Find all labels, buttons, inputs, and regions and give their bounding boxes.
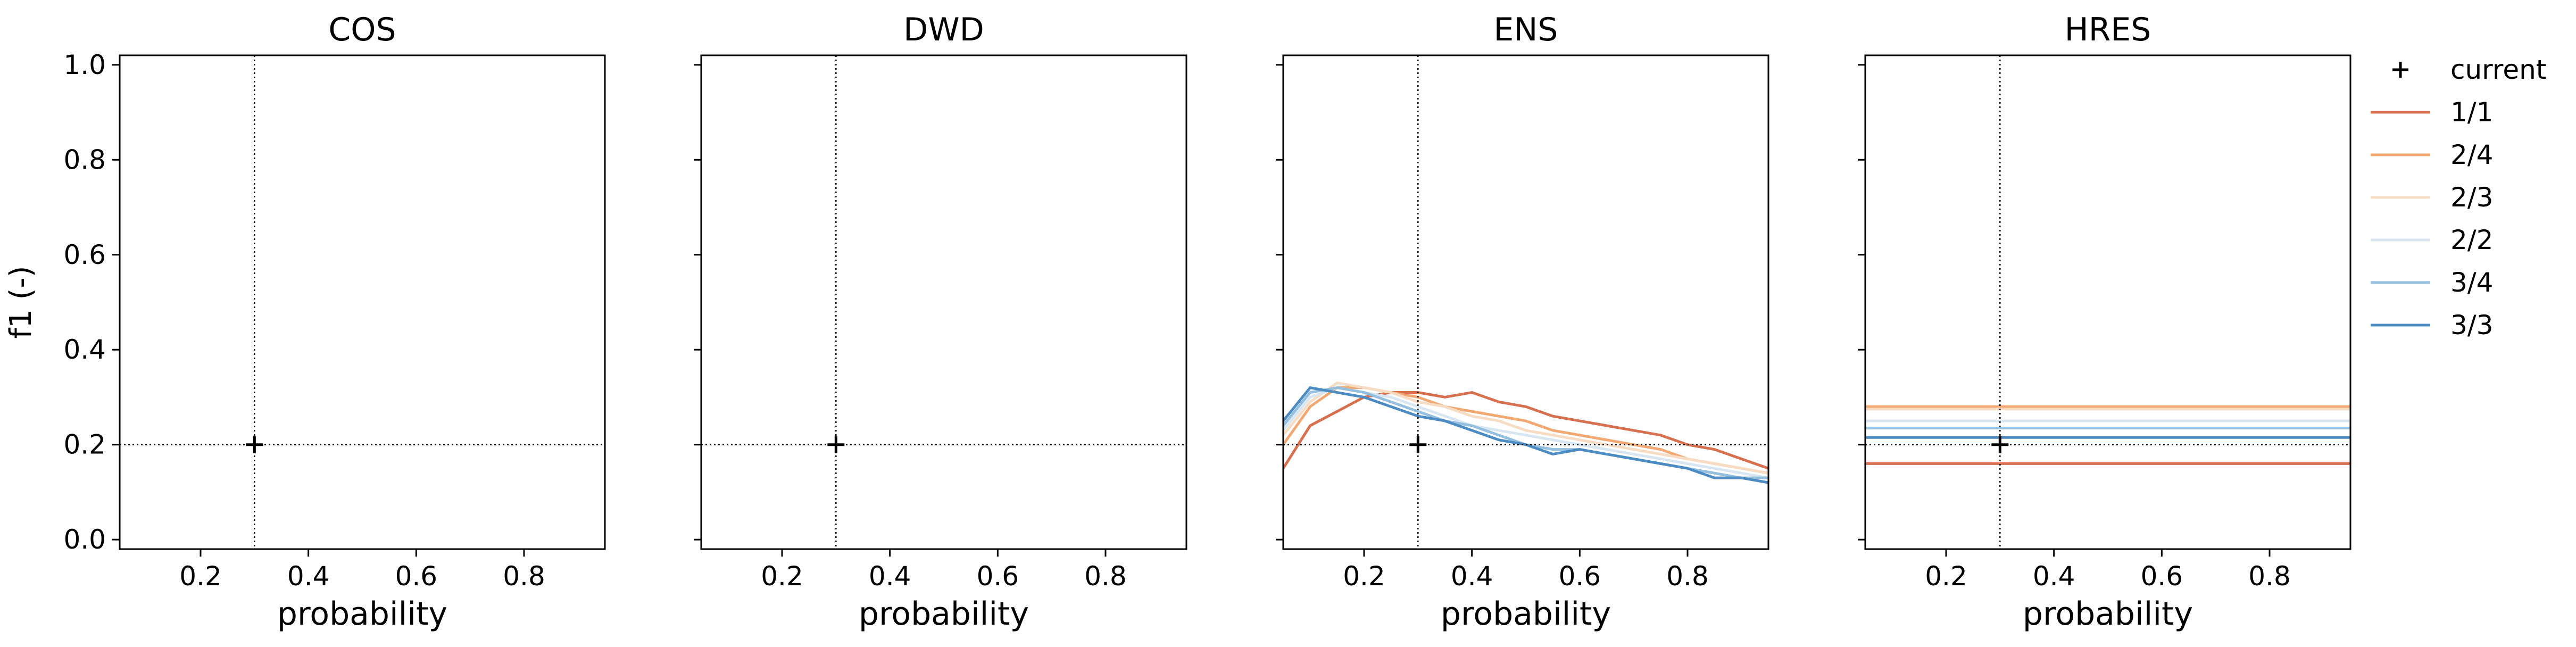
panel-frame <box>1864 54 2351 550</box>
panel-title: COS <box>328 11 396 48</box>
legend-label: 3/3 <box>2450 310 2493 341</box>
series-group <box>1865 405 2350 465</box>
x-tick-label: 0.8 <box>1666 561 1709 592</box>
panel-ens: ENS 0.2 0.4 0.6 0.8 probability <box>1276 11 1769 633</box>
panel-cos: COS 0.2 0.4 0.6 0.8 probability 0.0 0.2 0.4 0.6 0.… <box>63 11 606 633</box>
plot-layer: COS 0.2 0.4 0.6 0.8 probability 0.0 0.2 0.4 0.6 0.… <box>63 11 2351 633</box>
legend-label: 3/4 <box>2450 267 2493 298</box>
series-group <box>1283 381 1768 484</box>
legend-label: current <box>2450 54 2546 85</box>
x-tick-label: 0.4 <box>869 561 911 592</box>
x-tick-label: 0.8 <box>503 561 545 592</box>
x-axis-label: probability <box>277 595 447 633</box>
legend-label: 2/3 <box>2450 182 2493 213</box>
current-marker <box>827 436 845 453</box>
legend-label: 2/2 <box>2450 225 2493 255</box>
x-tick-label: 0.6 <box>395 561 438 592</box>
y-tick-label: 0.4 <box>63 334 106 365</box>
panel-hres: HRES 0.2 0.4 0.6 0.8 probability <box>1858 11 2351 633</box>
legend-item-3-3: 3/3 <box>2371 310 2493 341</box>
x-tick-label: 0.4 <box>2033 561 2075 592</box>
x-tick-label: 0.2 <box>761 561 803 592</box>
x-axis-label: probability <box>2023 595 2193 633</box>
panel-title: HRES <box>2065 11 2151 48</box>
legend-item-2-2: 2/2 <box>2371 225 2493 255</box>
legend-item-2-4: 2/4 <box>2371 139 2493 170</box>
panel-frame <box>1282 54 1769 550</box>
x-tick-label: 0.4 <box>287 561 330 592</box>
y-tick-label: 0.0 <box>63 524 106 555</box>
y-tick-label: 0.2 <box>63 429 106 460</box>
x-tick-label: 0.6 <box>1559 561 1601 592</box>
legend-label: 2/4 <box>2450 139 2493 170</box>
current-marker <box>1409 436 1427 453</box>
panel-title: DWD <box>903 11 984 48</box>
x-tick-label: 0.6 <box>2141 561 2183 592</box>
panel-frame <box>700 54 1187 550</box>
panel-dwd: DWD 0.2 0.4 0.6 0.8 probability <box>694 11 1187 633</box>
x-tick-label: 0.4 <box>1451 561 1493 592</box>
panel-frame <box>119 54 606 550</box>
panel-title: ENS <box>1494 11 1558 48</box>
y-tick-label: 0.8 <box>63 144 106 175</box>
legend-label: 1/1 <box>2450 97 2493 128</box>
legend: current 1/1 2/4 2/3 2/2 3/4 3/3 <box>2371 54 2546 341</box>
legend-item-current: current <box>2392 54 2546 85</box>
legend-item-2-3: 2/3 <box>2371 182 2493 213</box>
x-tick-label: 0.8 <box>1084 561 1127 592</box>
x-axis-label: probability <box>859 595 1029 633</box>
current-marker <box>246 436 263 453</box>
y-tick-label: 1.0 <box>63 49 106 80</box>
x-tick-label: 0.6 <box>977 561 1019 592</box>
series-line-2-3 <box>1283 381 1768 475</box>
x-axis-label: probability <box>1441 595 1611 633</box>
x-tick-label: 0.2 <box>179 561 222 592</box>
legend-item-3-4: 3/4 <box>2371 267 2493 298</box>
y-tick-label: 0.6 <box>63 239 106 270</box>
x-tick-label: 0.2 <box>1343 561 1385 592</box>
current-marker <box>1991 436 2009 453</box>
x-tick-label: 0.8 <box>2248 561 2291 592</box>
y-axis-label: f1 (-) <box>4 266 38 338</box>
legend-item-1-1: 1/1 <box>2371 97 2493 128</box>
x-tick-label: 0.2 <box>1925 561 1967 592</box>
